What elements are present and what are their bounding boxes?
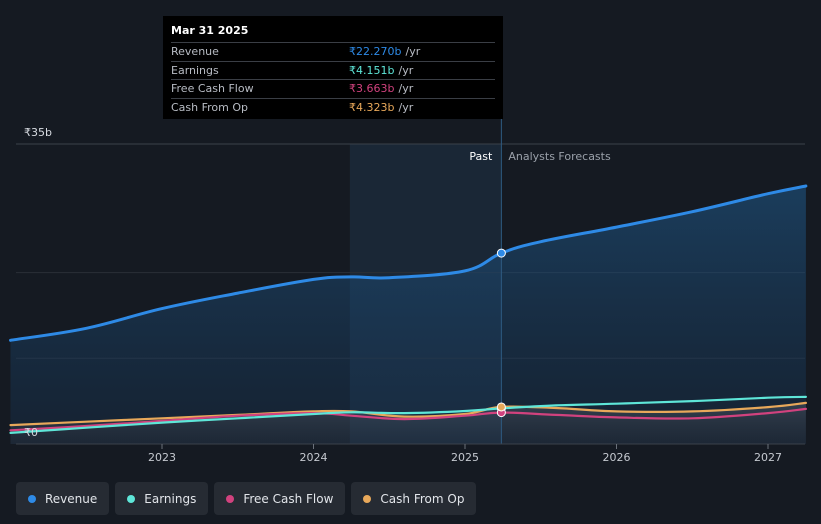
series-line-cash-from-op xyxy=(9,401,807,427)
tooltip-label: Revenue xyxy=(171,45,219,58)
marker-cash-from-op xyxy=(496,402,506,412)
past-label: Past xyxy=(469,150,493,163)
legend-label: Earnings xyxy=(144,491,197,506)
tooltip-label: Earnings xyxy=(171,63,219,77)
hover-markers xyxy=(496,248,506,418)
revenue-area xyxy=(10,186,806,444)
marker-revenue xyxy=(496,248,506,258)
tooltip-label: Cash From Op xyxy=(171,100,249,114)
x-tick-label: 2023 xyxy=(148,451,176,464)
legend-dot-icon xyxy=(363,494,372,503)
tooltip-value: ₹3.663b xyxy=(349,82,395,95)
forecast-label: Analysts Forecasts xyxy=(508,150,611,163)
x-tick-label: 2027 xyxy=(754,451,782,464)
legend-item-revenue[interactable]: Revenue xyxy=(16,482,110,515)
x-axis: 2023 2024 2025 2026 2027 xyxy=(16,443,805,464)
legend: Revenue Earnings Free Cash Flow Cash Fro… xyxy=(16,482,477,515)
legend-label: Free Cash Flow xyxy=(243,491,334,506)
legend-dot-icon xyxy=(127,494,136,503)
legend-label: Cash From Op xyxy=(380,491,465,506)
legend-dot-icon xyxy=(226,494,235,503)
legend-label: Revenue xyxy=(45,491,98,506)
tooltip-value: ₹4.323b xyxy=(349,100,395,114)
legend-dot-icon xyxy=(28,494,36,503)
lower-series-area xyxy=(10,402,806,444)
tooltip-unit: /yr xyxy=(398,82,414,95)
series-line-free-cash-flow xyxy=(9,407,807,432)
series-lines xyxy=(9,184,808,434)
tooltip-value: ₹22.270b xyxy=(349,45,402,58)
tooltip: Mar 31 2025 Revenue ₹22.270b /yr Earning… xyxy=(163,16,503,119)
legend-item-free-cash-flow[interactable]: Free Cash Flow xyxy=(214,482,346,515)
tooltip-row: Cash From Op ₹4.323b /yr xyxy=(171,97,495,117)
x-tick-label: 2024 xyxy=(300,451,328,464)
y-tick-label-top: ₹35b xyxy=(24,126,52,139)
y-tick-label-bottom: ₹0 xyxy=(24,426,38,439)
x-tick-label: 2025 xyxy=(451,451,479,464)
series-line-earnings xyxy=(9,395,807,434)
tooltip-label: Free Cash Flow xyxy=(171,82,254,95)
tooltip-unit: /yr xyxy=(398,100,414,114)
legend-item-cash-from-op[interactable]: Cash From Op xyxy=(351,482,477,515)
tooltip-unit: /yr xyxy=(398,63,414,77)
tooltip-value: ₹4.151b xyxy=(349,63,395,77)
x-tick-label: 2026 xyxy=(603,451,631,464)
tooltip-unit: /yr xyxy=(405,45,421,58)
tooltip-row: Earnings ₹4.151b /yr xyxy=(171,60,495,80)
legend-item-earnings[interactable]: Earnings xyxy=(115,482,209,515)
series-line-revenue xyxy=(9,184,808,342)
tooltip-row: Free Cash Flow ₹3.663b /yr xyxy=(171,79,495,98)
tooltip-date: Mar 31 2025 xyxy=(171,24,249,37)
tooltip-row: Revenue ₹22.270b /yr xyxy=(171,42,495,61)
